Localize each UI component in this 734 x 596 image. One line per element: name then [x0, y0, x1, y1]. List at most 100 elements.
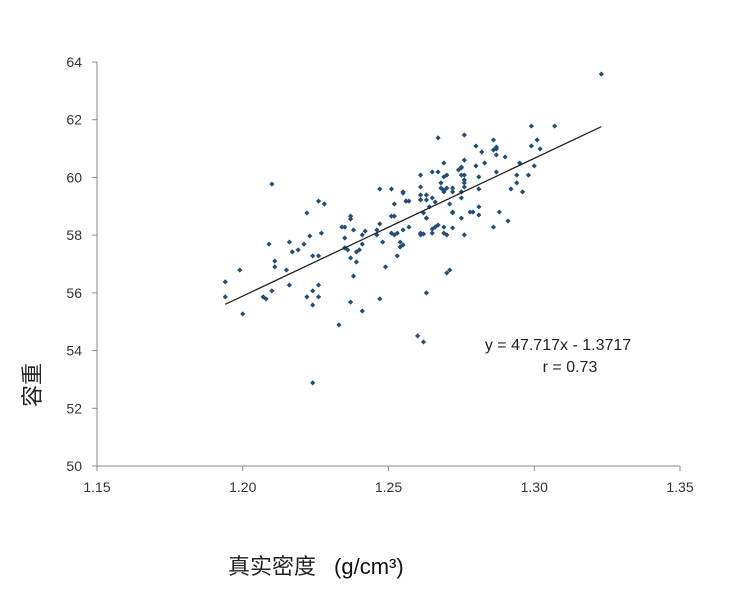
data-point: [598, 71, 604, 77]
data-point: [286, 239, 292, 245]
trendline: [224, 126, 602, 305]
data-point: [476, 204, 482, 210]
data-point: [269, 181, 275, 187]
data-point: [377, 221, 383, 227]
data-point: [348, 216, 354, 222]
data-point: [441, 189, 447, 195]
data-point: [339, 224, 345, 230]
data-point: [531, 163, 537, 169]
data-point: [286, 282, 292, 288]
data-point: [403, 198, 409, 204]
x-tick-label: 1.30: [521, 479, 548, 495]
data-point: [470, 209, 476, 215]
data-point: [359, 308, 365, 314]
data-point: [493, 146, 499, 152]
data-point: [417, 197, 424, 203]
data-point: [388, 230, 395, 236]
data-point: [400, 242, 406, 248]
x-tick-label: 1.20: [229, 479, 256, 495]
y-tick-label: 54: [66, 343, 82, 359]
data-point: [359, 241, 365, 247]
data-point: [420, 231, 427, 237]
data-point: [374, 227, 380, 233]
data-point: [397, 244, 403, 250]
data-point: [528, 143, 534, 149]
data-point: [377, 186, 383, 192]
y-tick-label: 50: [66, 458, 82, 474]
y-tick-label: 58: [66, 227, 82, 243]
data-point: [362, 228, 368, 234]
data-point: [289, 249, 295, 255]
data-point: [519, 189, 526, 195]
data-point: [345, 247, 351, 253]
data-point: [400, 190, 406, 196]
data-point: [388, 213, 395, 219]
data-point: [461, 232, 467, 238]
data-point: [473, 143, 479, 149]
y-tick-label: 52: [66, 400, 82, 416]
data-point: [435, 169, 441, 175]
data-point: [476, 186, 482, 192]
data-point: [423, 215, 429, 221]
data-point: [496, 209, 502, 215]
x-axis-label-unit: (g/cm³): [334, 554, 404, 579]
data-point: [417, 172, 424, 178]
data-point: [266, 241, 272, 247]
data-point: [304, 294, 310, 300]
data-point: [461, 157, 467, 163]
data-point: [222, 279, 228, 285]
data-point: [490, 224, 497, 230]
data-point: [348, 255, 354, 261]
data-point: [310, 302, 316, 308]
data-point: [450, 210, 456, 216]
data-point: [450, 189, 456, 195]
axes: 1.15 1.20 1.25 1.30 1.35 50 52 54 56 58 60 62 64: [66, 54, 693, 495]
data-point: [444, 172, 450, 178]
data-point: [310, 288, 316, 294]
data-point: [479, 149, 485, 155]
data-point: [461, 177, 467, 183]
data-point: [517, 160, 523, 166]
data-point: [461, 172, 467, 178]
data-point: [461, 184, 467, 190]
data-point: [435, 135, 441, 141]
data-point: [476, 212, 482, 218]
data-point: [342, 224, 348, 230]
data-point: [458, 172, 464, 178]
data-point: [423, 192, 429, 198]
x-tick-label: 1.35: [666, 479, 693, 495]
data-point: [476, 174, 482, 180]
data-point: [508, 186, 514, 192]
data-point: [423, 197, 429, 203]
y-tick-label: 62: [66, 112, 82, 128]
data-point: [493, 152, 499, 158]
data-point: [342, 235, 348, 241]
data-point: [400, 227, 406, 233]
data-point: [552, 123, 558, 129]
data-point: [391, 213, 397, 219]
data-point: [490, 147, 497, 153]
data-point: [514, 180, 520, 186]
y-tick-label: 56: [66, 285, 82, 301]
data-point: [394, 230, 400, 236]
data-point: [237, 267, 243, 273]
data-point: [301, 241, 307, 247]
data-point: [353, 259, 360, 265]
data-point: [450, 185, 456, 191]
data-point: [269, 288, 275, 294]
data-point: [502, 154, 508, 160]
data-point: [455, 167, 462, 173]
data-point: [310, 253, 316, 259]
data-point: [420, 339, 427, 345]
data-point: [458, 215, 464, 221]
data-point: [435, 222, 441, 228]
correlation-label: r = 0.73: [543, 359, 598, 376]
x-axis-label: 真实密度 (g/cm³): [228, 554, 404, 580]
data-point: [429, 195, 435, 201]
data-point: [391, 201, 397, 207]
data-point: [461, 180, 467, 186]
x-tick-label: 1.15: [83, 479, 110, 495]
data-point: [406, 198, 412, 204]
data-point: [467, 209, 473, 215]
data-point: [444, 185, 450, 191]
